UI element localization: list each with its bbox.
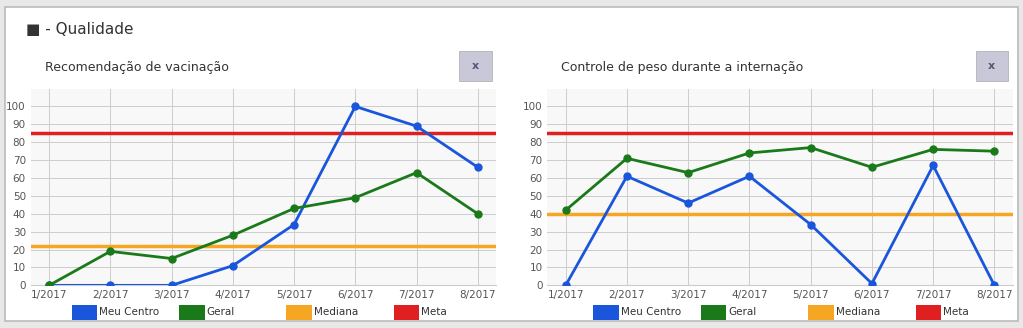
Text: Meu Centro: Meu Centro <box>621 307 681 317</box>
Text: Geral: Geral <box>728 307 757 317</box>
Text: Meta: Meta <box>943 307 969 317</box>
Text: Mediana: Mediana <box>836 307 880 317</box>
FancyBboxPatch shape <box>459 51 491 81</box>
Text: Geral: Geral <box>207 307 235 317</box>
Text: Controle de peso durante a internação: Controle de peso durante a internação <box>562 61 803 74</box>
Text: x: x <box>988 61 995 71</box>
Text: Meu Centro: Meu Centro <box>99 307 160 317</box>
Text: x: x <box>472 61 479 71</box>
Text: Mediana: Mediana <box>314 307 358 317</box>
FancyBboxPatch shape <box>976 51 1008 81</box>
Text: Meta: Meta <box>421 307 447 317</box>
FancyBboxPatch shape <box>5 7 1018 321</box>
Text: Recomendação de vacinação: Recomendação de vacinação <box>45 61 228 74</box>
Text: ■ - Qualidade: ■ - Qualidade <box>26 22 133 37</box>
